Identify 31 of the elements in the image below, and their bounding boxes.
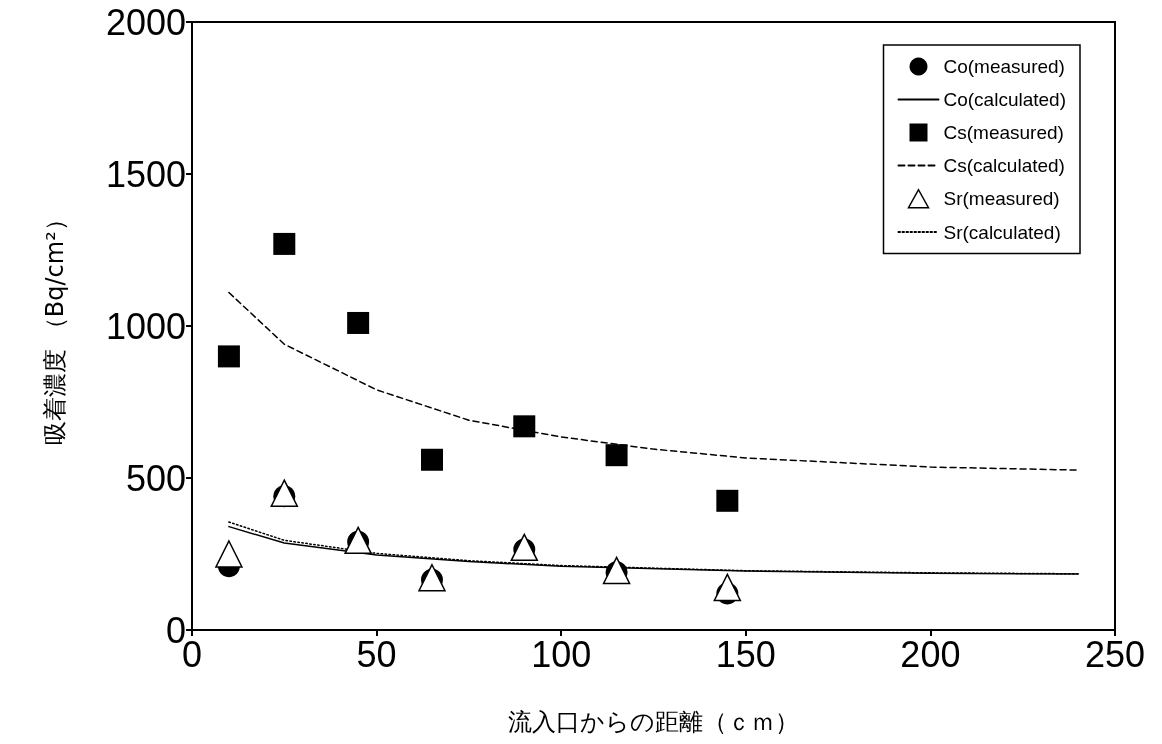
legend-label: Co(measured): [943, 56, 1065, 77]
legend-label: Co(calculated): [943, 89, 1066, 110]
x-tick-label: 150: [715, 633, 776, 675]
x-tick-label: 200: [900, 633, 961, 675]
y-tick-label: 1000: [105, 305, 186, 347]
point: [513, 415, 536, 438]
point: [420, 448, 443, 471]
point: [605, 444, 628, 467]
point: [510, 533, 539, 562]
y-tick-label: 2000: [105, 1, 186, 43]
y-tick-label: 500: [125, 457, 186, 499]
point: [217, 345, 240, 368]
line-series: [228, 291, 1079, 471]
legend-label: Sr(measured): [943, 188, 1060, 210]
x-tick-label: 250: [1084, 633, 1146, 675]
point: [602, 556, 631, 585]
point: [273, 232, 296, 255]
x-axis-title: 流入口からの距離（ｃｍ）: [508, 708, 799, 736]
point: [716, 489, 739, 512]
point: [215, 540, 243, 568]
x-tick-label: 50: [356, 633, 397, 675]
point: [713, 573, 742, 602]
point: [270, 479, 299, 507]
legend-label: Cs(measured): [943, 122, 1064, 143]
legend-label: Cs(calculated): [943, 155, 1065, 176]
legend-label: Sr(calculated): [943, 221, 1061, 243]
x-tick-label: 100: [531, 633, 592, 675]
point: [347, 311, 370, 334]
point: [418, 563, 446, 592]
y-axis-title: 吸着濃度 （Bq/cm²）: [41, 207, 69, 445]
y-tick-label: 1500: [105, 153, 186, 195]
